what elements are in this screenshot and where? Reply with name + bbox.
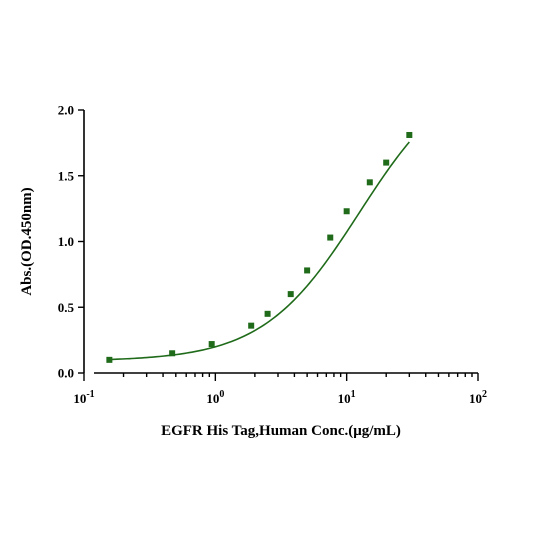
data-point: [248, 322, 255, 329]
data-point: [406, 131, 413, 138]
x-tick-label: 102: [469, 389, 487, 406]
x-tick-label-exponent: -1: [86, 389, 94, 400]
fit-curve-group: [109, 141, 410, 361]
axes: [83, 110, 478, 374]
data-point: [383, 159, 390, 166]
y-tick-label: 2.0: [58, 103, 74, 118]
data-point: [327, 234, 334, 241]
data-point: [366, 179, 373, 186]
y-tick-label: 0.5: [58, 300, 75, 315]
x-tick-label-base: 10: [338, 391, 351, 406]
data-point: [304, 267, 311, 274]
x-tick-label-base: 10: [469, 391, 482, 406]
x-axis-title: EGFR His Tag,Human Conc.(μg/mL): [161, 423, 401, 439]
x-axis-ticks: 10-1 100 101 102: [73, 373, 487, 406]
data-point: [287, 291, 294, 298]
y-tick-label: 1.0: [58, 234, 74, 249]
x-tick-label: 101: [338, 389, 356, 406]
y-tick-label: 1.5: [58, 168, 75, 183]
x-tick-label-base: 10: [206, 391, 219, 406]
x-tick-label-exponent: 0: [219, 389, 224, 400]
data-point: [343, 208, 350, 215]
x-tick-label: 100: [206, 389, 224, 406]
x-tick-label: 10-1: [73, 389, 94, 406]
x-tick-label-exponent: 1: [351, 389, 356, 400]
data-point: [106, 356, 113, 363]
x-tick-label-exponent: 2: [482, 389, 487, 400]
data-points: [106, 131, 413, 363]
y-axis-ticks: 0.0 0.5 1.0 1.5 2.0: [58, 103, 84, 381]
y-tick-label: 0.0: [58, 366, 74, 381]
y-axis-title: Abs.(OD.450nm): [19, 187, 35, 295]
data-point: [169, 350, 176, 357]
data-point: [208, 341, 215, 348]
data-point: [264, 310, 271, 317]
fit-curve: [109, 141, 410, 361]
x-tick-label-base: 10: [73, 391, 86, 406]
